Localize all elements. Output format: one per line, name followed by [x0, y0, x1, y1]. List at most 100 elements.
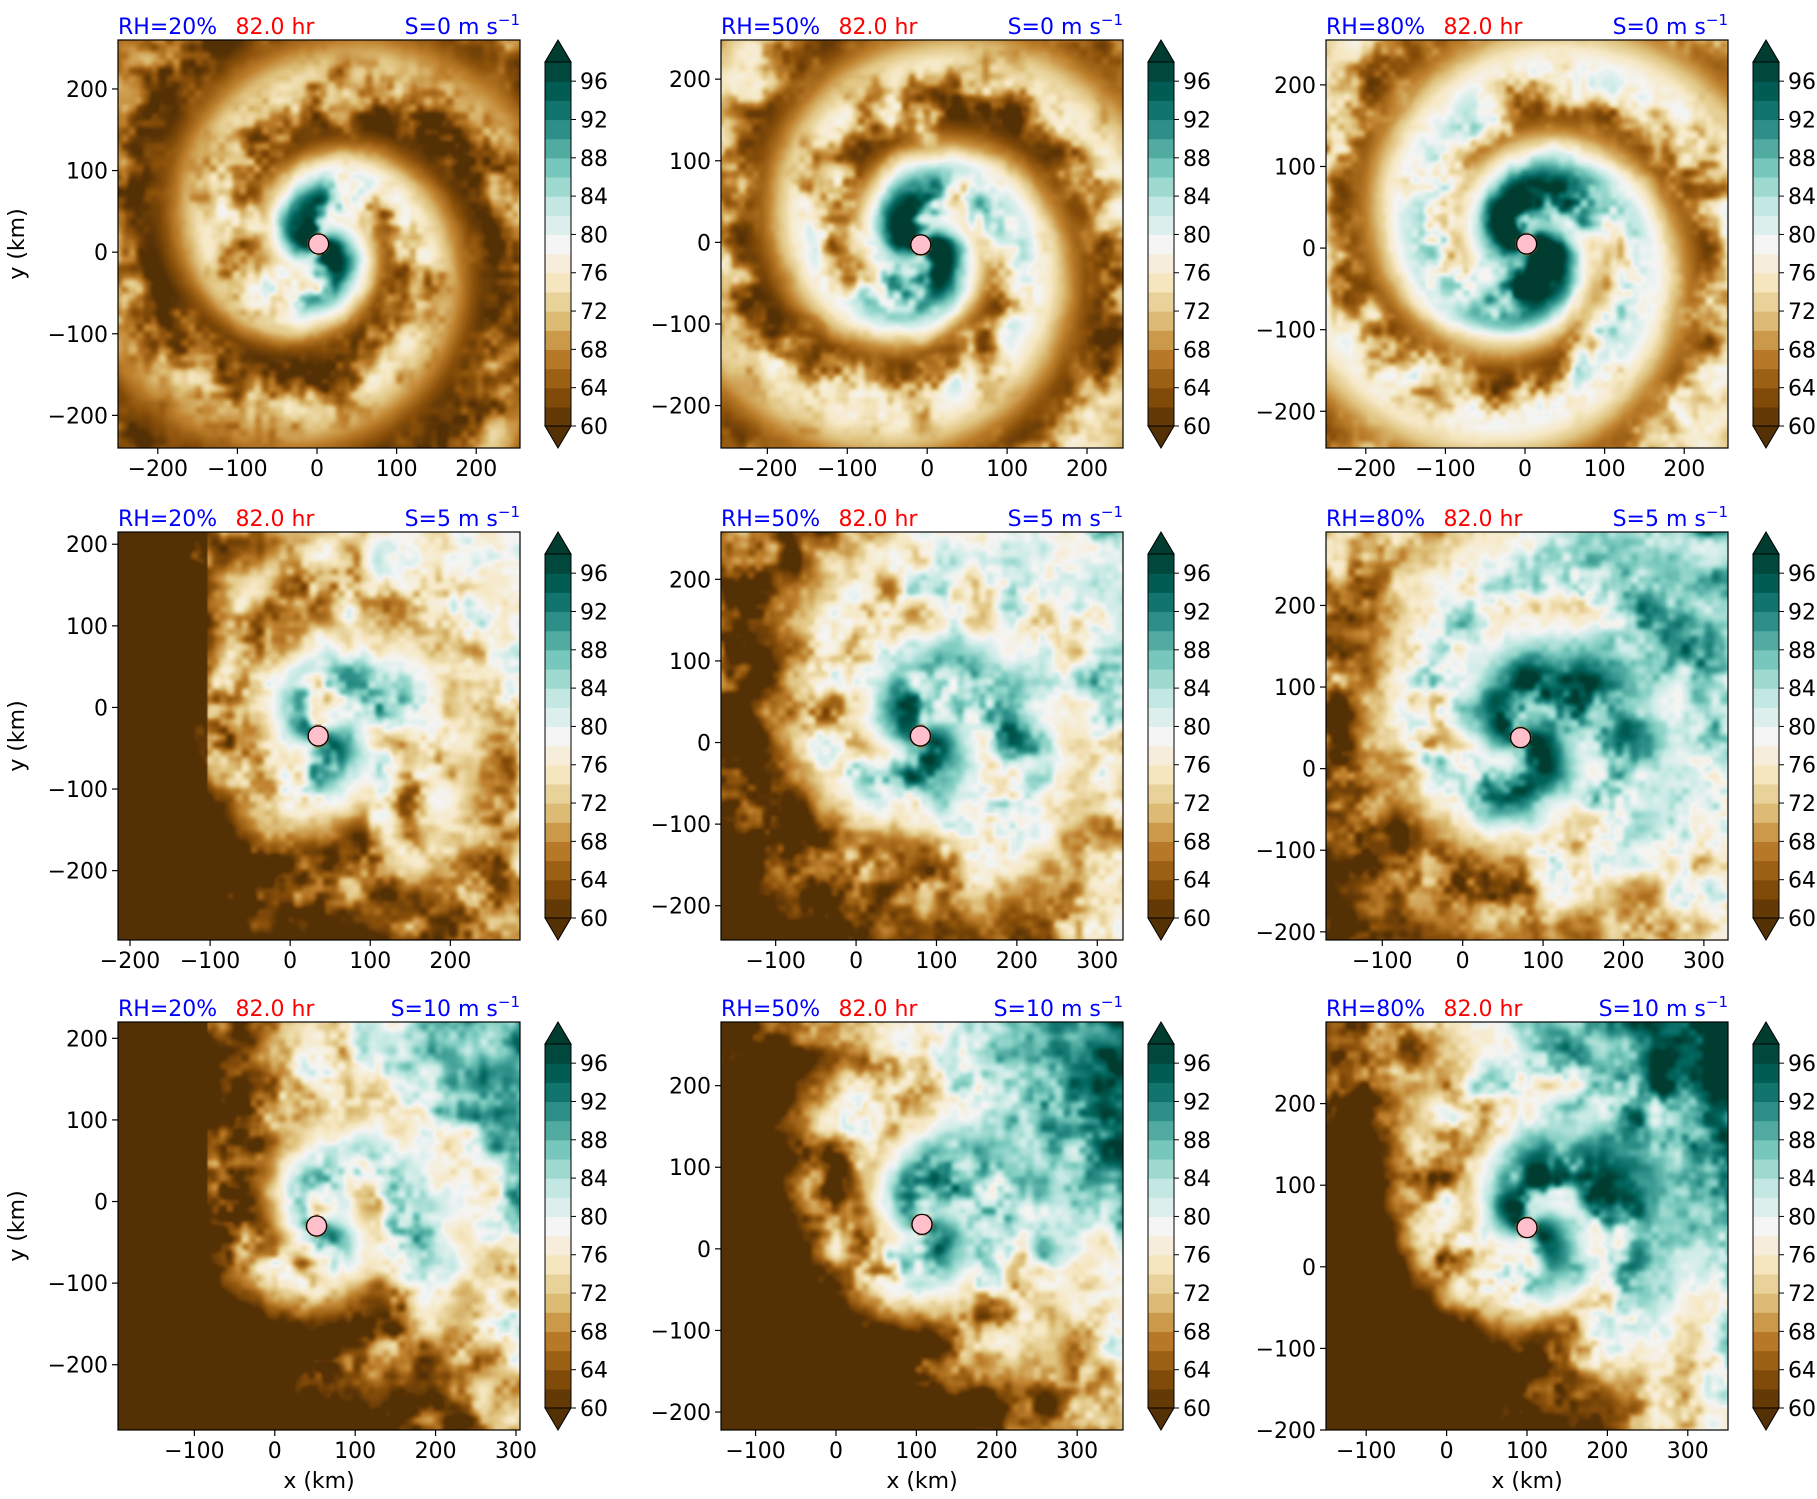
- x-tick-label: −100: [745, 949, 805, 974]
- y-tick-label: 200: [66, 533, 108, 558]
- colorbar-bin: [1148, 81, 1174, 101]
- colorbar-bin: [1753, 1312, 1779, 1332]
- colorbar-tick-label: 68: [1788, 338, 1816, 363]
- colorbar-bin: [545, 879, 571, 900]
- colorbar-tick-label: 60: [1788, 907, 1816, 932]
- colorbar-tick-label: 60: [580, 907, 608, 932]
- plot-frame: [117, 531, 521, 941]
- x-tick-label: 0: [920, 457, 934, 482]
- colorbar-tick-label: 72: [1788, 300, 1816, 325]
- y-tick-label: 200: [66, 1027, 108, 1052]
- colorbar-bin: [545, 707, 571, 728]
- colorbar-extend-max: [1147, 39, 1175, 63]
- y-tick-label: 100: [1274, 676, 1316, 701]
- y-tick-label: −100: [48, 323, 108, 348]
- colorbar-extend-min: [1752, 1407, 1780, 1431]
- y-tick-label: 0: [697, 1238, 711, 1263]
- shear-label: S=0 m s−1: [1008, 11, 1123, 40]
- colorbar-tick-label: 76: [1183, 262, 1211, 287]
- colorbar-bin: [1148, 1388, 1174, 1409]
- colorbar-bin: [1148, 406, 1174, 427]
- time-label: 82.0 hr: [236, 507, 316, 532]
- colorbar-bin: [545, 119, 571, 140]
- colorbar: 60 64 68 72 76 80 84 88 92 96: [544, 1021, 608, 1431]
- colorbar-bin: [1148, 330, 1174, 350]
- chart-panel: −100 0 100 200 300 −200 −100 0 100 200 x (km) RH=80…: [1256, 993, 1816, 1494]
- colorbar-tick-label: 72: [580, 1282, 608, 1307]
- x-tick-label: 100: [895, 1439, 937, 1464]
- x-tick-label: 0: [829, 1439, 843, 1464]
- y-tick-label: −100: [651, 813, 711, 838]
- colorbar-extend-max: [1752, 39, 1780, 63]
- colorbar-bin: [545, 62, 571, 82]
- colorbar-bin: [545, 234, 571, 255]
- colorbar-frame: [1752, 1043, 1780, 1409]
- colorbar-bin: [545, 573, 571, 593]
- colorbar-tick-label: 88: [1183, 147, 1211, 172]
- colorbar-extend-min: [1147, 917, 1175, 941]
- shear-label: S=5 m s−1: [1008, 503, 1123, 532]
- colorbar-bin: [1148, 630, 1174, 651]
- time-label: 82.0 hr: [1444, 997, 1524, 1022]
- colorbar-bin: [545, 1082, 571, 1103]
- colorbar-bin: [1148, 1273, 1174, 1294]
- colorbar-extend-max: [1147, 531, 1175, 555]
- x-tick-label: −100: [164, 1439, 224, 1464]
- colorbar-tick-label: 84: [580, 677, 608, 702]
- colorbar-bin: [1753, 1350, 1779, 1371]
- colorbar-bin: [1753, 860, 1779, 881]
- y-tick-label: 200: [1274, 1093, 1316, 1118]
- colorbar-bin: [1753, 898, 1779, 919]
- colorbar-tick-label: 80: [1183, 1205, 1211, 1230]
- colorbar-bin: [545, 100, 571, 121]
- y-axis-label: y (km): [5, 208, 30, 279]
- colorbar-bin: [1753, 879, 1779, 900]
- colorbar: 60 64 68 72 76 80 84 88 92 96: [1752, 1021, 1816, 1431]
- shear-label: S=0 m s−1: [405, 11, 520, 40]
- colorbar-tick-label: 96: [1788, 562, 1816, 587]
- colorbar-bin: [545, 592, 571, 613]
- colorbar-extend-min: [1147, 425, 1175, 449]
- x-tick-label: 0: [1456, 949, 1470, 974]
- colorbar-tick-label: 80: [1788, 715, 1816, 740]
- colorbar-bin: [1148, 1178, 1174, 1198]
- colorbar-tick-label: 72: [1183, 1282, 1211, 1307]
- colorbar-tick-label: 64: [580, 1359, 608, 1384]
- colorbar-bin: [1148, 898, 1174, 919]
- colorbar-bin: [545, 649, 571, 670]
- colorbar-bin: [1148, 1216, 1174, 1237]
- colorbar-bin: [1753, 1101, 1779, 1122]
- colorbar-bin: [545, 1235, 571, 1256]
- y-tick-label: 0: [94, 241, 108, 266]
- x-tick-label: 0: [268, 1439, 282, 1464]
- colorbar-tick-label: 80: [1788, 223, 1816, 248]
- y-tick-label: −100: [48, 778, 108, 803]
- colorbar-bin: [1753, 668, 1779, 689]
- colorbar-bin: [1753, 1063, 1779, 1083]
- x-tick-label: 300: [1667, 1439, 1709, 1464]
- colorbar-tick-label: 72: [1183, 792, 1211, 817]
- shear-label: S=5 m s−1: [1613, 503, 1728, 532]
- colorbar-tick-label: 64: [1183, 377, 1211, 402]
- colorbar-tick-label: 96: [1183, 562, 1211, 587]
- colorbar-bin: [1148, 215, 1174, 236]
- colorbar-bin: [545, 1044, 571, 1064]
- colorbar-bin: [1148, 841, 1174, 862]
- storm-center-marker: [911, 1213, 933, 1236]
- colorbar-tick-label: 64: [1183, 869, 1211, 894]
- colorbar-bin: [1148, 100, 1174, 121]
- x-tick-label: 300: [1683, 949, 1725, 974]
- colorbar-bin: [545, 406, 571, 427]
- colorbar-bin: [1148, 764, 1174, 785]
- colorbar-tick-label: 76: [580, 262, 608, 287]
- colorbar-frame: [1147, 1043, 1175, 1409]
- colorbar-bin: [545, 1273, 571, 1294]
- colorbar-bin: [1753, 291, 1779, 312]
- colorbar-tick-label: 96: [580, 70, 608, 95]
- y-tick-label: 200: [669, 68, 711, 93]
- colorbar-bin: [1148, 138, 1174, 159]
- colorbar-bin: [545, 1388, 571, 1409]
- colorbar-tick-label: 88: [1788, 1129, 1816, 1154]
- rh-label: RH=20%: [118, 15, 217, 40]
